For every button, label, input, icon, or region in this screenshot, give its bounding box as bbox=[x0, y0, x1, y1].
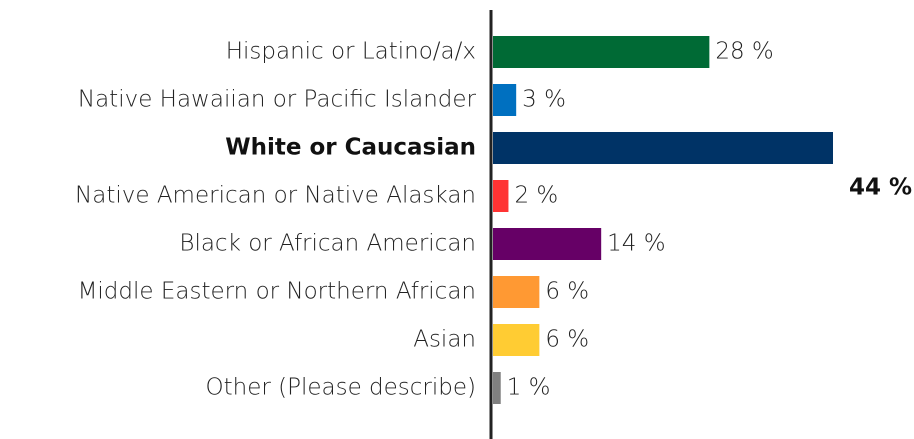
value-label: 3 % bbox=[522, 87, 566, 113]
value-label: 6 % bbox=[545, 279, 589, 305]
category-label: Asian bbox=[413, 327, 476, 353]
bar bbox=[493, 276, 540, 308]
category-label: Other (Please describe) bbox=[206, 375, 477, 401]
bar bbox=[493, 132, 833, 164]
category-label: White or Caucasian bbox=[225, 135, 476, 161]
bar bbox=[493, 228, 602, 260]
category-label: Black or African American bbox=[179, 231, 476, 257]
bar bbox=[493, 36, 710, 68]
category-label: Native Hawaiian or Pacific Islander bbox=[78, 87, 477, 113]
value-label: 1 % bbox=[507, 375, 551, 401]
category-label: Native American or Native Alaskan bbox=[75, 183, 476, 209]
category-label: Middle Eastern or Northern African bbox=[78, 279, 476, 305]
value-label: 44 % bbox=[849, 175, 912, 201]
value-label: 28 % bbox=[715, 39, 773, 65]
bar bbox=[493, 324, 540, 356]
bar bbox=[493, 372, 501, 404]
value-label: 2 % bbox=[514, 183, 558, 209]
value-label: 14 % bbox=[607, 231, 665, 257]
value-label: 6 % bbox=[545, 327, 589, 353]
bar bbox=[493, 84, 517, 116]
bar bbox=[493, 180, 509, 212]
category-label: Hispanic or Latino/a/x bbox=[226, 39, 476, 65]
